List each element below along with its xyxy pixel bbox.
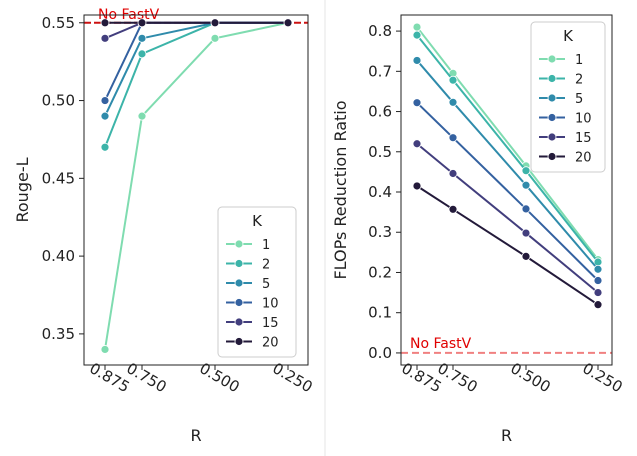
axes-frame — [400, 14, 613, 366]
series-line-k1 — [104, 21, 289, 350]
y-tick-label: 0.0 — [368, 344, 392, 362]
data-point-k20-2 — [521, 251, 531, 261]
legend-marker-k10 — [234, 298, 244, 307]
y-axis-label: FLOPs Reduction Ratio — [331, 100, 350, 279]
legend-label-k10: 10 — [575, 112, 592, 127]
series-line-k15 — [416, 142, 599, 294]
series-line-k2 — [416, 34, 599, 263]
y-tick-label: 0.40 — [42, 247, 75, 265]
data-point-k15-0 — [100, 33, 110, 43]
legend-label-k10: 10 — [262, 297, 279, 312]
data-point-k15-1 — [448, 169, 458, 178]
data-point-k15-2 — [521, 228, 531, 238]
data-point-k20-3 — [283, 18, 293, 28]
legend: K 1 2 5 10 15 20 — [217, 206, 297, 358]
data-point-k20-0 — [412, 181, 422, 191]
data-point-k5-0 — [412, 56, 422, 65]
data-point-k5-0 — [100, 111, 110, 121]
data-point-k2-0 — [412, 30, 422, 40]
data-point-k10-0 — [100, 96, 110, 105]
series-line-k10 — [416, 101, 599, 282]
legend-marker-k15 — [234, 317, 244, 327]
legend-label-k1: 1 — [575, 53, 583, 68]
legend-title: K — [563, 27, 574, 45]
data-point-k20-1 — [137, 18, 147, 28]
data-point-k5-1 — [137, 33, 147, 43]
data-point-k10-0 — [412, 98, 422, 108]
y-tick-label: 0.4 — [368, 183, 392, 201]
data-point-k10-3 — [593, 276, 603, 285]
legend-marker-k5 — [547, 93, 557, 103]
legend-marker-k1 — [547, 54, 557, 64]
legend-title: K — [252, 212, 263, 230]
legend-label-k20: 20 — [575, 151, 592, 166]
legend-label-k1: 1 — [262, 238, 270, 253]
data-point-k2-0 — [100, 142, 110, 152]
data-point-k20-2 — [210, 18, 220, 28]
legend-marker-k20 — [547, 152, 557, 161]
baseline-annotation: No FastV — [410, 336, 472, 352]
y-tick-label: 0.7 — [368, 62, 392, 80]
y-tick-label: 0.45 — [42, 169, 75, 187]
data-point-k15-3 — [593, 288, 603, 297]
y-tick-label: 0.5 — [368, 143, 392, 161]
y-tick-label: 0.3 — [368, 223, 392, 241]
legend-marker-k5 — [234, 278, 244, 288]
data-point-k5-1 — [448, 97, 458, 107]
data-point-k5-2 — [521, 180, 531, 190]
legend-label-k2: 2 — [575, 73, 583, 88]
legend-marker-k1 — [234, 239, 244, 249]
y-tick-label: 0.35 — [42, 325, 75, 343]
data-point-k2-2 — [521, 166, 531, 176]
series-line-k20 — [416, 185, 599, 306]
data-point-k2-1 — [137, 49, 147, 59]
y-tick-label: 0.6 — [368, 103, 392, 121]
legend-label-k15: 15 — [262, 316, 279, 331]
y-tick-label: 0.50 — [42, 92, 75, 110]
legend-label-k20: 20 — [262, 336, 279, 351]
series-line-k5 — [104, 21, 288, 117]
legend-marker-k10 — [547, 113, 557, 122]
data-point-k20-0 — [100, 18, 110, 28]
chart-panel-2: No FastV0.00.10.20.30.40.50.60.70.80.875… — [331, 14, 626, 445]
data-point-k10-1 — [448, 133, 458, 143]
series-line-k5 — [416, 59, 599, 270]
y-tick-label: 0.1 — [368, 304, 392, 322]
data-point-k5-3 — [593, 264, 603, 274]
y-tick-label: 0.8 — [368, 22, 392, 40]
data-point-k1-2 — [210, 33, 220, 43]
data-point-k20-1 — [448, 204, 458, 214]
y-tick-label: 0.55 — [42, 14, 75, 32]
data-point-k1-0 — [412, 22, 422, 32]
legend-label-k5: 5 — [575, 92, 583, 107]
legend-label-k15: 15 — [575, 131, 592, 146]
x-axis-label: R — [501, 426, 512, 445]
legend-label-k5: 5 — [262, 277, 270, 292]
data-point-k10-2 — [521, 204, 531, 214]
data-point-k2-1 — [448, 75, 458, 85]
y-axis-label: Rouge-L — [13, 157, 32, 222]
y-tick-label: 0.2 — [368, 263, 392, 281]
data-point-k1-1 — [137, 111, 147, 121]
data-point-k15-0 — [412, 139, 422, 149]
data-point-k1-0 — [100, 345, 110, 354]
data-point-k20-3 — [593, 300, 603, 310]
series-line-k1 — [416, 26, 599, 261]
legend-marker-k2 — [234, 259, 244, 268]
axes-frame — [83, 14, 309, 366]
legend-marker-k20 — [234, 337, 244, 346]
legend-marker-k15 — [547, 132, 557, 142]
legend-label-k2: 2 — [262, 258, 270, 273]
legend: K1 2 5 10 15 20 — [530, 21, 606, 173]
series-line-k10 — [104, 21, 288, 101]
legend-marker-k2 — [547, 74, 557, 83]
x-axis-label: R — [190, 426, 201, 445]
